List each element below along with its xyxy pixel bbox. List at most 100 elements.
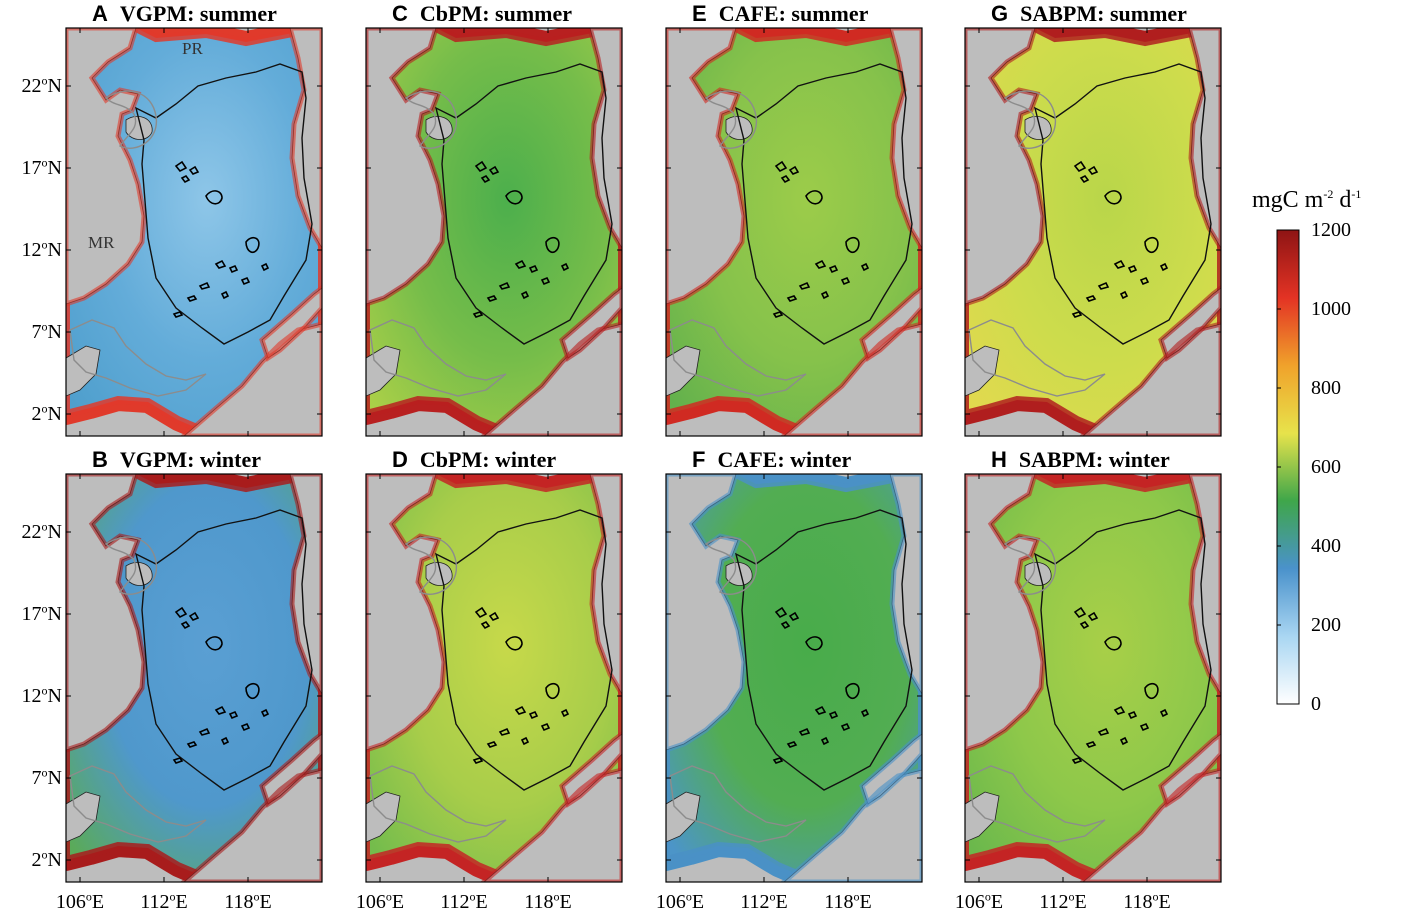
lat-degree: 2 [31,403,42,425]
reef-outline [172,757,184,764]
panel-frame [365,473,623,883]
panel-title-a: A VGPM: summer [92,3,277,25]
coast-highlight [965,474,1046,753]
lat-degree: 17 [21,157,42,179]
reef-outline [260,708,270,718]
reef-outline [240,722,251,732]
lon-hemisphere: E [691,891,705,913]
reef-outline [174,606,188,619]
reef-outline [245,236,260,254]
reef-outline [560,262,570,272]
map-panel-e [665,27,923,437]
panel-title-text: VGPM: winter [119,447,262,472]
reef-outline [220,290,230,300]
reef-outline [828,710,839,720]
reef-outline [1159,708,1169,718]
coast-highlight [1186,474,1221,699]
lon-tick-label: 112oE [1028,889,1098,912]
reef-outline [1097,281,1110,290]
reef-outline [1079,620,1090,630]
panel-title-f: F CAFE: winter [692,449,851,471]
lat-degree: 12 [21,685,42,707]
coast-highlight [1158,284,1221,362]
lat-degree-symbol: o [41,847,48,862]
map-panel-g [964,27,1222,437]
isobath-contour [134,509,313,791]
panel-title-b: B VGPM: winter [92,449,261,471]
lon-tick-label: 106oE [645,890,715,913]
lon-hemisphere: E [775,891,788,913]
reef-outline [186,741,198,748]
panel-title-text: CAFE: summer [718,1,869,26]
reef-outline [1119,290,1129,300]
colorbar-tick-label: 800 [1311,377,1341,399]
lat-degree: 17 [21,603,42,625]
lon-degree: 118 [1123,891,1153,913]
reef-outline [520,290,530,300]
lat-hemisphere: N [47,157,62,179]
coast-highlight [1079,321,1221,436]
reef-outline [786,741,798,748]
reef-outline [1087,165,1099,175]
reef-outline [820,290,830,300]
lon-degree: 106 [55,891,86,913]
panel-title-text: CbPM: winter [419,447,557,472]
lon-tick-label: 112oE [129,889,199,913]
reef-outline [1113,259,1126,269]
panel-title-text: SABPM: summer [1020,1,1187,26]
reef-outline [840,276,851,286]
colorbar-tick-label: 600 [1311,456,1341,478]
lat-degree: 7 [31,321,42,343]
panel-letter: F [692,447,706,472]
isobath-contour [434,63,613,345]
lat-tick-label: 12oN [2,238,62,261]
reef-outline [545,236,560,254]
lon-degree: 106 [355,891,386,913]
reef-outline [1104,636,1122,651]
lon-tick-label: 118oE [513,889,583,912]
lon-degree: 112 [140,891,170,913]
reef-outline [188,165,200,175]
colorbar-tick-label: 1000 [1311,298,1351,320]
reef-outline [205,636,223,651]
coast-highlight [1079,767,1221,882]
shallow-contour [369,319,507,397]
panel-letter: H [991,447,1007,472]
coast-highlight [780,321,922,436]
colorbar-title-part: -1 [1351,187,1362,201]
lon-degree-symbol: o [553,889,560,904]
lon-hemisphere: E [859,891,872,913]
lat-degree-symbol: o [41,683,48,698]
coast-highlight [480,321,622,436]
reef-outline [1071,311,1083,318]
reef-outline [1113,705,1126,715]
lat-tick-label: 7oN [2,320,62,343]
map-panel-a [65,27,323,437]
lon-degree-symbol: o [769,889,776,904]
lat-tick-label: 17oN [2,156,62,179]
panel-frame [365,27,623,437]
gulf-contour [704,536,758,595]
reef-outline [520,736,530,746]
lon-degree-symbol: o [169,889,176,904]
reef-outline [172,311,184,318]
reef-outline [828,264,839,274]
reef-outline [1127,264,1138,274]
reef-outline [220,736,230,746]
reef-outline [498,727,511,736]
panel-title-c: C CbPM: summer [392,3,572,25]
panel-frame [964,27,1222,437]
reef-outline [780,620,791,630]
lon-degree-symbol: o [853,889,860,904]
reef-outline [805,636,823,651]
reef-outline [1087,611,1099,621]
lat-degree: 22 [21,75,42,97]
reef-outline [214,705,227,715]
reef-outline [514,705,527,715]
lon-degree-symbol: o [1068,889,1075,904]
lat-degree: 12 [21,239,42,261]
reef-outline [1144,682,1159,700]
lon-degree-symbol: o [469,889,476,904]
colorbar-tick-label: 400 [1311,535,1341,557]
shallow-contour [968,765,1106,843]
